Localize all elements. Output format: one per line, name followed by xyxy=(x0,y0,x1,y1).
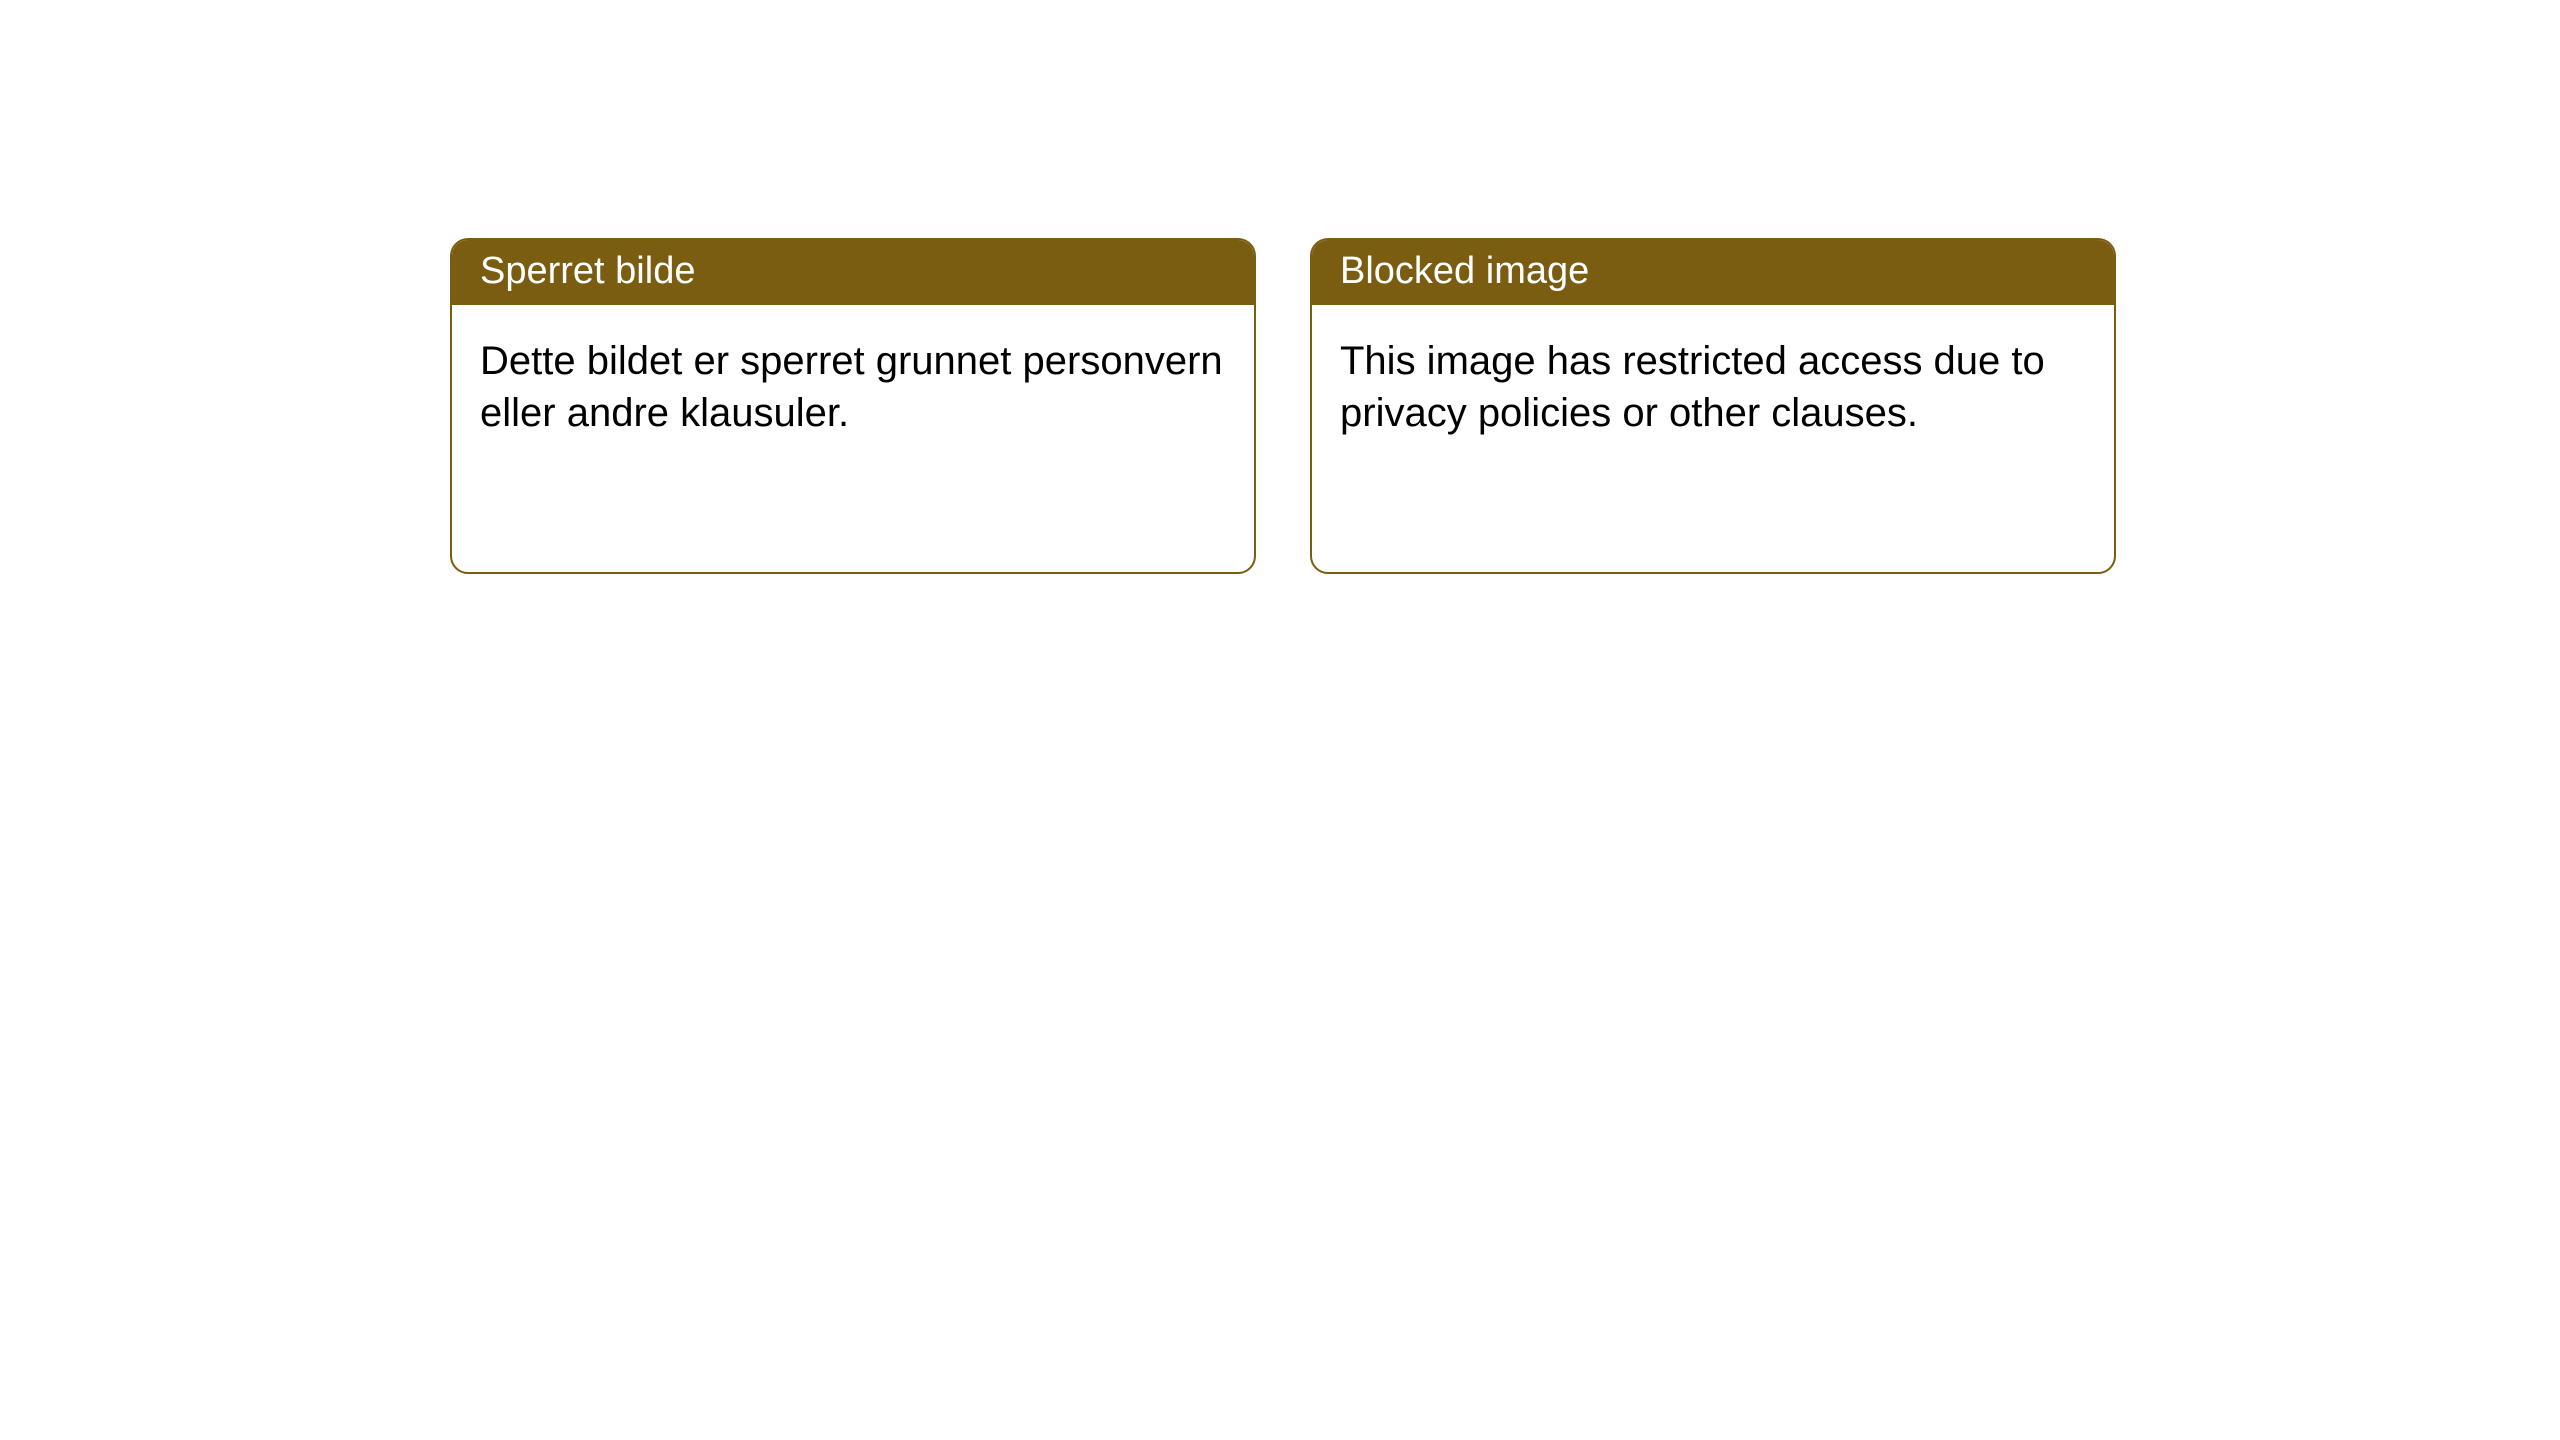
notice-card-title: Blocked image xyxy=(1312,240,2114,305)
notice-card-body: This image has restricted access due to … xyxy=(1312,305,2114,469)
notice-card-title: Sperret bilde xyxy=(452,240,1254,305)
notice-card-en: Blocked image This image has restricted … xyxy=(1310,238,2116,574)
notice-card-body: Dette bildet er sperret grunnet personve… xyxy=(452,305,1254,469)
notice-card-no: Sperret bilde Dette bildet er sperret gr… xyxy=(450,238,1256,574)
notice-container: Sperret bilde Dette bildet er sperret gr… xyxy=(0,0,2560,574)
